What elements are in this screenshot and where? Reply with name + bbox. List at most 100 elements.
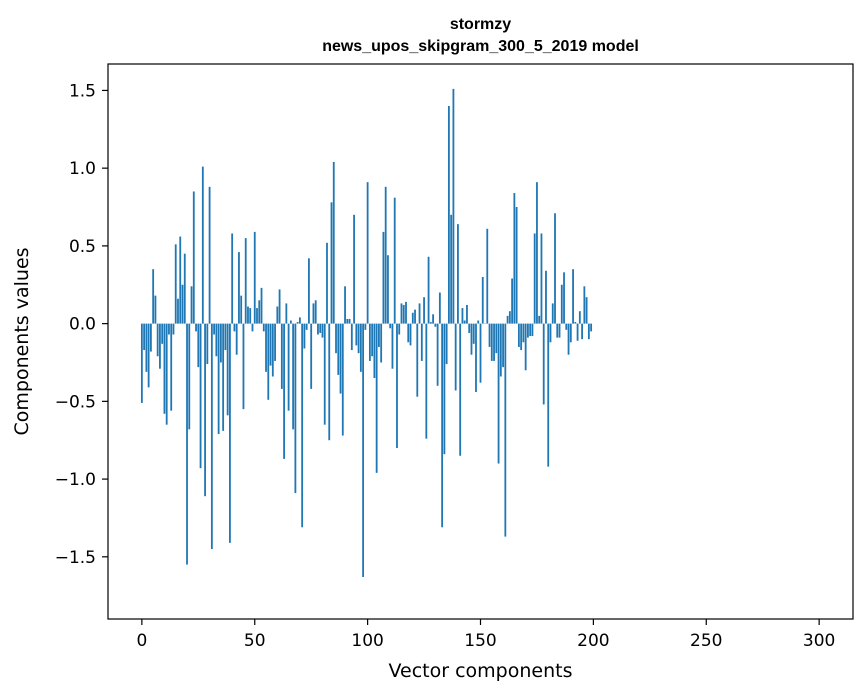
bar-132 — [438, 292, 441, 324]
bar-187 — [563, 272, 565, 324]
bar-36 — [222, 323, 225, 431]
bar-68 — [294, 323, 297, 494]
y-tick-label: 1.5 — [69, 81, 96, 101]
bar-121 — [414, 309, 416, 324]
bar-196 — [583, 286, 586, 324]
bar-135 — [445, 323, 448, 365]
bar-165 — [513, 193, 516, 324]
bar-97 — [359, 323, 362, 372]
bar-114 — [398, 323, 401, 335]
bar-series — [140, 88, 593, 578]
bar-111 — [391, 323, 394, 369]
bar-34 — [217, 323, 220, 434]
bar-195 — [581, 323, 583, 340]
bar-77 — [314, 300, 317, 324]
bar-84 — [330, 202, 333, 324]
bar-79 — [319, 323, 322, 333]
bar-38 — [226, 323, 229, 416]
bar-64 — [285, 303, 288, 324]
bar-12 — [168, 323, 170, 335]
bar-17 — [179, 236, 182, 324]
bar-56 — [267, 323, 270, 400]
bar-35 — [219, 323, 222, 363]
bar-85 — [332, 161, 335, 324]
bar-183 — [554, 213, 556, 324]
bar-107 — [382, 231, 385, 324]
bar-199 — [590, 323, 593, 332]
bar-57 — [269, 323, 272, 366]
bar-194 — [578, 311, 581, 324]
bar-62 — [280, 323, 283, 389]
bar-39 — [229, 323, 231, 543]
bar-78 — [317, 323, 319, 335]
bar-2 — [145, 323, 148, 372]
bar-20 — [186, 323, 188, 565]
bar-42 — [235, 323, 238, 355]
bar-148 — [475, 323, 477, 393]
bar-105 — [378, 323, 380, 347]
bar-52 — [258, 300, 261, 324]
y-axis-ticks: −1.5 −1.0 −0.5 0.0 0.5 1.0 1.5 — [55, 81, 108, 568]
bar-188 — [565, 323, 568, 330]
bar-67 — [292, 323, 295, 430]
bar-27 — [201, 166, 204, 324]
bar-172 — [529, 323, 532, 337]
bar-186 — [560, 284, 563, 324]
bar-28 — [204, 323, 206, 497]
bar-177 — [540, 233, 543, 324]
bar-112 — [393, 197, 396, 324]
bar-160 — [502, 323, 504, 368]
bar-109 — [387, 255, 389, 324]
y-tick-label: −1.0 — [55, 470, 96, 490]
bar-41 — [233, 323, 236, 332]
bar-151 — [481, 276, 484, 324]
bar-47 — [247, 306, 249, 324]
bar-128 — [429, 322, 432, 324]
bar-81 — [323, 323, 326, 425]
x-tick-label: 300 — [803, 631, 835, 651]
bar-19 — [183, 253, 186, 324]
bar-171 — [527, 323, 529, 338]
bar-176 — [538, 315, 541, 324]
bar-94 — [353, 214, 355, 324]
bar-163 — [508, 311, 511, 324]
bar-150 — [479, 323, 482, 383]
bar-122 — [416, 323, 419, 397]
y-tick-label: 1.0 — [69, 159, 96, 179]
bar-104 — [375, 323, 378, 473]
bar-182 — [551, 303, 554, 324]
bar-113 — [396, 323, 398, 448]
bar-66 — [289, 320, 292, 324]
bar-37 — [224, 323, 227, 351]
bar-191 — [572, 269, 574, 324]
bar-156 — [493, 323, 495, 361]
bar-86 — [335, 323, 337, 354]
bar-137 — [450, 214, 453, 324]
bar-0 — [140, 323, 143, 403]
bar-147 — [472, 323, 475, 344]
y-tick-label: −1.5 — [55, 548, 96, 568]
bar-60 — [276, 306, 279, 324]
bar-22 — [190, 286, 193, 324]
bar-134 — [443, 323, 446, 455]
bar-48 — [249, 308, 252, 324]
bar-189 — [567, 323, 570, 355]
bar-30 — [208, 186, 211, 324]
bar-173 — [531, 323, 534, 337]
bar-149 — [477, 320, 480, 324]
bar-63 — [283, 323, 285, 459]
bar-21 — [188, 323, 191, 430]
bar-89 — [341, 323, 344, 436]
bar-166 — [515, 207, 518, 324]
bar-43 — [238, 252, 240, 324]
bar-59 — [274, 323, 276, 361]
bar-180 — [547, 323, 550, 467]
bar-24 — [195, 323, 197, 332]
bar-80 — [321, 323, 324, 338]
bar-127 — [427, 256, 430, 324]
bar-136 — [447, 105, 450, 324]
y-tick-label: 0.0 — [69, 315, 96, 335]
x-axis-label: Vector components — [389, 660, 573, 682]
bar-118 — [407, 323, 410, 343]
